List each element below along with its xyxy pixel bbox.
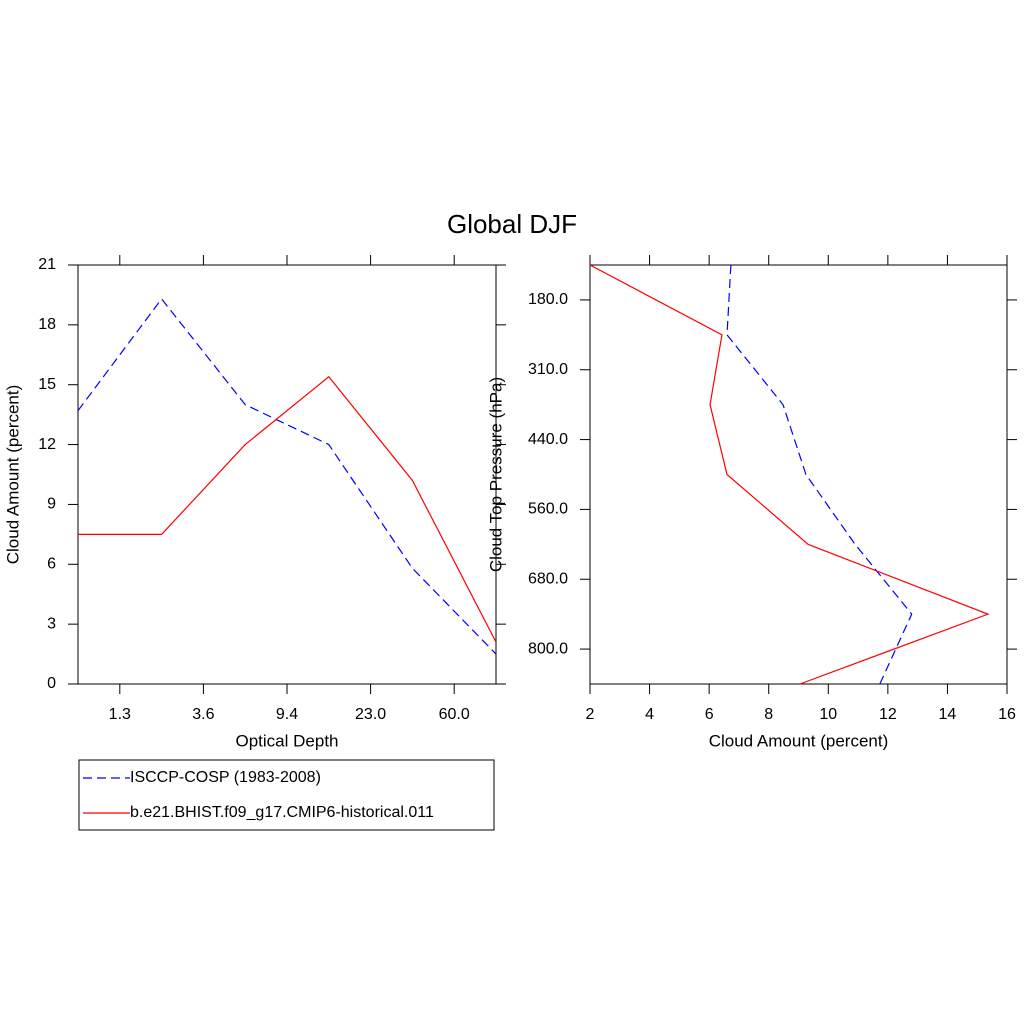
- y-tick-label: 3: [47, 615, 56, 632]
- series-line: [589, 264, 990, 685]
- x-tick-label: 10: [819, 706, 837, 723]
- y-tick-label: 310.0: [528, 361, 568, 378]
- x-axis-label: Optical Depth: [236, 731, 339, 750]
- series-line: [77, 297, 497, 655]
- y-tick-label: 560.0: [528, 501, 568, 518]
- x-tick-label: 1.3: [109, 706, 131, 723]
- y-tick-label: 6: [47, 556, 56, 573]
- y-tick-label: 9: [47, 496, 56, 513]
- x-tick-label: 9.4: [276, 706, 298, 723]
- y-tick-label: 800.0: [528, 640, 568, 657]
- x-tick-label: 3.6: [192, 706, 214, 723]
- y-tick-label: 12: [38, 436, 56, 453]
- x-tick-label: 8: [764, 706, 773, 723]
- y-axis-label: Cloud Amount (percent): [3, 385, 22, 565]
- plot-frame: [589, 264, 1008, 685]
- x-tick-label: 60.0: [439, 706, 470, 723]
- legend-label: ISCCP-COSP (1983-2008): [130, 769, 321, 786]
- legend-label: b.e21.BHIST.f09_g17.CMIP6-historical.011: [130, 804, 434, 821]
- y-tick-label: 680.0: [528, 570, 568, 587]
- x-tick-label: 6: [705, 706, 714, 723]
- series-line: [78, 375, 497, 643]
- y-tick-label: 15: [38, 376, 56, 393]
- y-tick-label: 18: [38, 316, 56, 333]
- x-tick-label: 12: [879, 706, 897, 723]
- x-tick-label: 23.0: [355, 706, 386, 723]
- y-tick-label: 21: [38, 256, 56, 273]
- x-tick-label: 4: [645, 706, 654, 723]
- y-tick-label: 0: [47, 675, 56, 692]
- y-tick-label: 180.0: [528, 291, 568, 308]
- y-axis-label: Cloud Top Pressure (hPa): [486, 377, 505, 572]
- y-tick-label: 440.0: [528, 431, 568, 448]
- x-tick-label: 14: [939, 706, 957, 723]
- x-tick-label: 16: [998, 706, 1016, 723]
- figure-title: Global DJF: [447, 209, 577, 239]
- legend-box: [78, 759, 495, 831]
- series-line: [726, 264, 913, 685]
- x-axis-label: Cloud Amount (percent): [709, 731, 889, 750]
- x-tick-label: 2: [586, 706, 595, 723]
